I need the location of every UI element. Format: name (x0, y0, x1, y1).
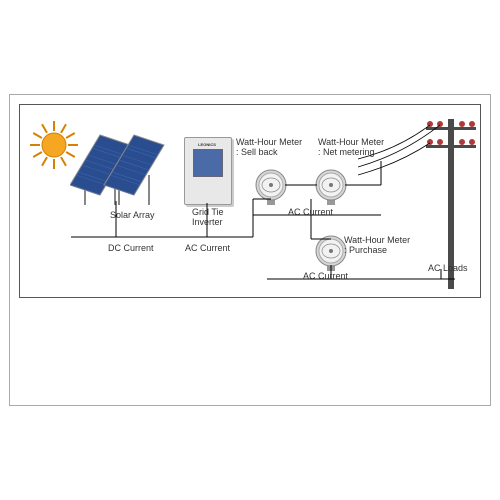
diagram-frame: LEONICS Solar Array Grid Tie Inverter DC… (19, 104, 481, 298)
wiring (20, 105, 480, 297)
label-ac-loads: AC Loads (428, 263, 468, 273)
label-ac-current-2: AC Current (288, 207, 333, 217)
label-ac-current-1: AC Current (185, 243, 230, 253)
label-meter-purchase: Watt-Hour Meter : Purchase (344, 235, 410, 255)
label-solar-array: Solar Array (110, 210, 155, 220)
label-grid-tie-inverter: Grid Tie Inverter (192, 207, 224, 227)
label-ac-current-3: AC Current (303, 271, 348, 281)
label-meter-sell: Watt-Hour Meter : Sell back (236, 137, 302, 157)
label-dc-current: DC Current (108, 243, 154, 253)
label-meter-net: Watt-Hour Meter : Net metering (318, 137, 384, 157)
